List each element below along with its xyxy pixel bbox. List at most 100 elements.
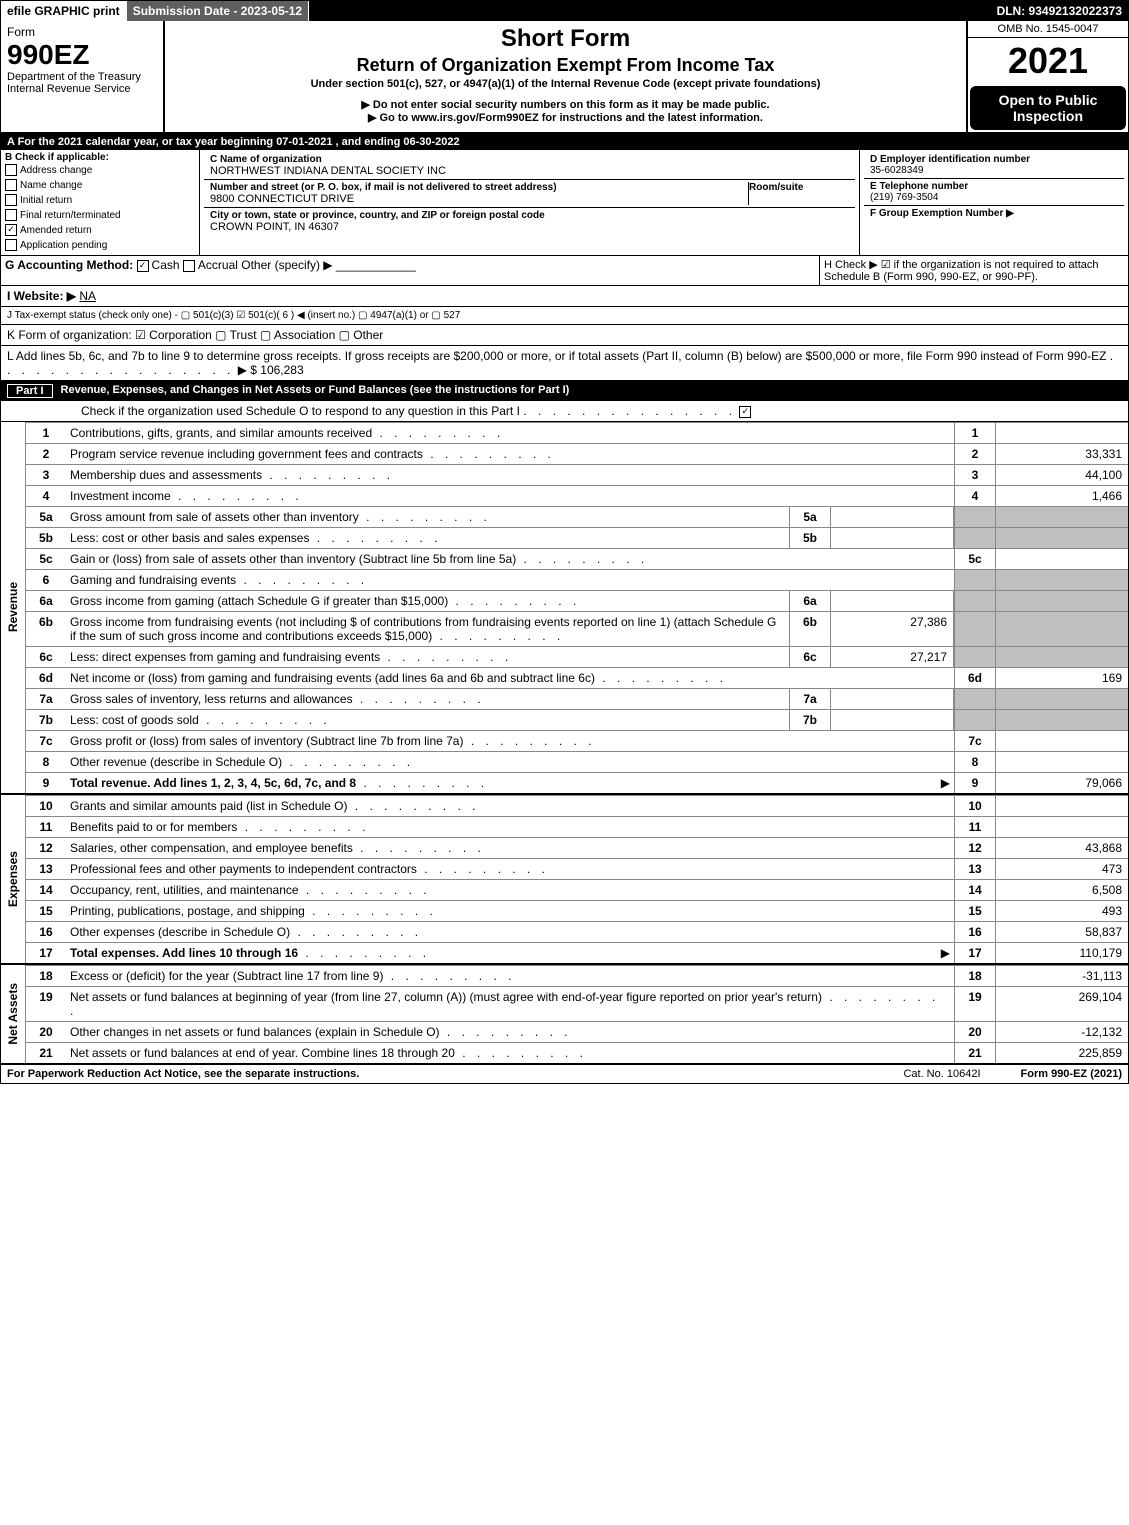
- line-1: 1Contributions, gifts, grants, and simil…: [26, 422, 1128, 443]
- line-2: 2Program service revenue including gover…: [26, 443, 1128, 464]
- revenue-group: Revenue 1Contributions, gifts, grants, a…: [1, 422, 1128, 793]
- chk-application-pending[interactable]: Application pending: [5, 238, 195, 253]
- e-tel-label: E Telephone number: [870, 181, 968, 192]
- line-4: 4Investment income . . . . . . . . .41,4…: [26, 485, 1128, 506]
- chk-accrual[interactable]: [183, 260, 195, 272]
- section-a: A For the 2021 calendar year, or tax yea…: [1, 134, 1128, 150]
- l-amount: ▶ $ 106,283: [238, 363, 304, 377]
- c-name-label: C Name of organization: [210, 154, 849, 165]
- catalog-number: Cat. No. 10642I: [903, 1068, 980, 1080]
- org-city: CROWN POINT, IN 46307: [210, 221, 849, 233]
- chk-address-change[interactable]: Address change: [5, 163, 195, 178]
- section-g-h: G Accounting Method: ✓Cash Accrual Other…: [1, 256, 1128, 286]
- line-3: 3Membership dues and assessments . . . .…: [26, 464, 1128, 485]
- c-street-label: Number and street (or P. O. box, if mail…: [210, 182, 748, 193]
- irs-label: Internal Revenue Service: [7, 83, 157, 95]
- form-number: 990EZ: [7, 39, 157, 71]
- part-1-label: Part I: [7, 384, 53, 398]
- line-13: 13Professional fees and other payments t…: [26, 858, 1128, 879]
- efile-print-button[interactable]: efile GRAPHIC print: [1, 1, 127, 21]
- netassets-vlabel: Net Assets: [6, 983, 20, 1045]
- return-subtitle: Return of Organization Exempt From Incom…: [173, 55, 958, 76]
- part-1-title: Revenue, Expenses, and Changes in Net As…: [61, 384, 570, 398]
- line-9: 9Total revenue. Add lines 1, 2, 3, 4, 5c…: [26, 772, 1128, 793]
- org-name: NORTHWEST INDIANA DENTAL SOCIETY INC: [210, 165, 849, 177]
- b-label: B Check if applicable:: [5, 152, 109, 163]
- box-c: C Name of organizationNORTHWEST INDIANA …: [200, 150, 859, 255]
- chk-cash[interactable]: ✓: [137, 260, 149, 272]
- page-footer: For Paperwork Reduction Act Notice, see …: [1, 1063, 1128, 1083]
- tax-year: 2021: [968, 38, 1128, 84]
- line-10: 10Grants and similar amounts paid (list …: [26, 795, 1128, 816]
- line-7a: 7aGross sales of inventory, less returns…: [26, 688, 1128, 709]
- chk-initial-return[interactable]: Initial return: [5, 193, 195, 208]
- chk-schedule-o[interactable]: ✓: [739, 406, 751, 418]
- f-group-label: F Group Exemption Number ▶: [870, 208, 1014, 219]
- short-form-title: Short Form: [173, 25, 958, 53]
- line-6a: 6aGross income from gaming (attach Sched…: [26, 590, 1128, 611]
- form-version: Form 990-EZ (2021): [1021, 1068, 1122, 1080]
- line-7c: 7cGross profit or (loss) from sales of i…: [26, 730, 1128, 751]
- line-12: 12Salaries, other compensation, and empl…: [26, 837, 1128, 858]
- expenses-group: Expenses 10Grants and similar amounts pa…: [1, 793, 1128, 963]
- line-6b: 6bGross income from fundraising events (…: [26, 611, 1128, 646]
- ein-value: 35-6028349: [870, 165, 923, 176]
- form-990ez-page: efile GRAPHIC print Submission Date - 20…: [0, 0, 1129, 1084]
- line-6c: 6cLess: direct expenses from gaming and …: [26, 646, 1128, 667]
- omb-number: OMB No. 1545-0047: [968, 21, 1128, 38]
- line-15: 15Printing, publications, postage, and s…: [26, 900, 1128, 921]
- section-l: L Add lines 5b, 6c, and 7b to line 9 to …: [1, 346, 1128, 381]
- form-word: Form: [7, 25, 157, 39]
- header-middle: Short Form Return of Organization Exempt…: [165, 21, 966, 132]
- line-8: 8Other revenue (describe in Schedule O) …: [26, 751, 1128, 772]
- header-left: Form 990EZ Department of the Treasury In…: [1, 21, 165, 132]
- part-1-header: Part I Revenue, Expenses, and Changes in…: [1, 381, 1128, 401]
- paperwork-notice: For Paperwork Reduction Act Notice, see …: [7, 1068, 359, 1080]
- box-b: B Check if applicable: Address change Na…: [1, 150, 200, 255]
- section-h: H Check ▶ ☑ if the organization is not r…: [819, 256, 1128, 285]
- submission-date: Submission Date - 2023-05-12: [127, 1, 309, 21]
- line-7b: 7bLess: cost of goods sold . . . . . . .…: [26, 709, 1128, 730]
- tel-value: (219) 769-3504: [870, 192, 938, 203]
- line-5a: 5aGross amount from sale of assets other…: [26, 506, 1128, 527]
- dept-treasury: Department of the Treasury: [7, 71, 157, 83]
- dln: DLN: 93492132022373: [991, 1, 1128, 21]
- room-suite-label: Room/suite: [748, 182, 849, 205]
- goto-link[interactable]: ▶ Go to www.irs.gov/Form990EZ for instru…: [173, 111, 958, 124]
- netassets-group: Net Assets 18Excess or (deficit) for the…: [1, 963, 1128, 1063]
- chk-final-return[interactable]: Final return/terminated: [5, 208, 195, 223]
- section-i: I Website: ▶ NA: [1, 286, 1128, 307]
- section-k: K Form of organization: ☑ Corporation ▢ …: [1, 325, 1128, 346]
- line-5c: 5cGain or (loss) from sale of assets oth…: [26, 548, 1128, 569]
- header-right: OMB No. 1545-0047 2021 Open to Public In…: [966, 21, 1128, 132]
- part-1-check: Check if the organization used Schedule …: [1, 401, 1128, 422]
- c-city-label: City or town, state or province, country…: [210, 210, 849, 221]
- chk-name-change[interactable]: Name change: [5, 178, 195, 193]
- line-5b: 5bLess: cost or other basis and sales ex…: [26, 527, 1128, 548]
- d-ein-label: D Employer identification number: [870, 154, 1030, 165]
- open-public-badge: Open to Public Inspection: [970, 86, 1126, 130]
- line-16: 16Other expenses (describe in Schedule O…: [26, 921, 1128, 942]
- line-17: 17Total expenses. Add lines 10 through 1…: [26, 942, 1128, 963]
- revenue-vlabel: Revenue: [6, 582, 20, 632]
- line-6d: 6dNet income or (loss) from gaming and f…: [26, 667, 1128, 688]
- form-header: Form 990EZ Department of the Treasury In…: [1, 21, 1128, 134]
- chk-amended-return[interactable]: ✓Amended return: [5, 223, 195, 238]
- line-6: 6Gaming and fundraising events . . . . .…: [26, 569, 1128, 590]
- expenses-vlabel: Expenses: [6, 851, 20, 907]
- g-label: G Accounting Method:: [5, 258, 133, 272]
- website-value: NA: [79, 289, 96, 303]
- line-11: 11Benefits paid to or for members . . . …: [26, 816, 1128, 837]
- section-j: J Tax-exempt status (check only one) - ▢…: [1, 307, 1128, 325]
- line-19: 19Net assets or fund balances at beginni…: [26, 986, 1128, 1021]
- line-18: 18Excess or (deficit) for the year (Subt…: [26, 965, 1128, 986]
- line-20: 20Other changes in net assets or fund ba…: [26, 1021, 1128, 1042]
- org-street: 9800 CONNECTICUT DRIVE: [210, 193, 748, 205]
- g-other: Other (specify) ▶: [241, 258, 332, 272]
- section-b-c-d: B Check if applicable: Address change Na…: [1, 150, 1128, 256]
- under-section: Under section 501(c), 527, or 4947(a)(1)…: [173, 78, 958, 90]
- box-d-e-f: D Employer identification number35-60283…: [859, 150, 1128, 255]
- line-14: 14Occupancy, rent, utilities, and mainte…: [26, 879, 1128, 900]
- line-21: 21Net assets or fund balances at end of …: [26, 1042, 1128, 1063]
- ssn-warning: ▶ Do not enter social security numbers o…: [173, 98, 958, 111]
